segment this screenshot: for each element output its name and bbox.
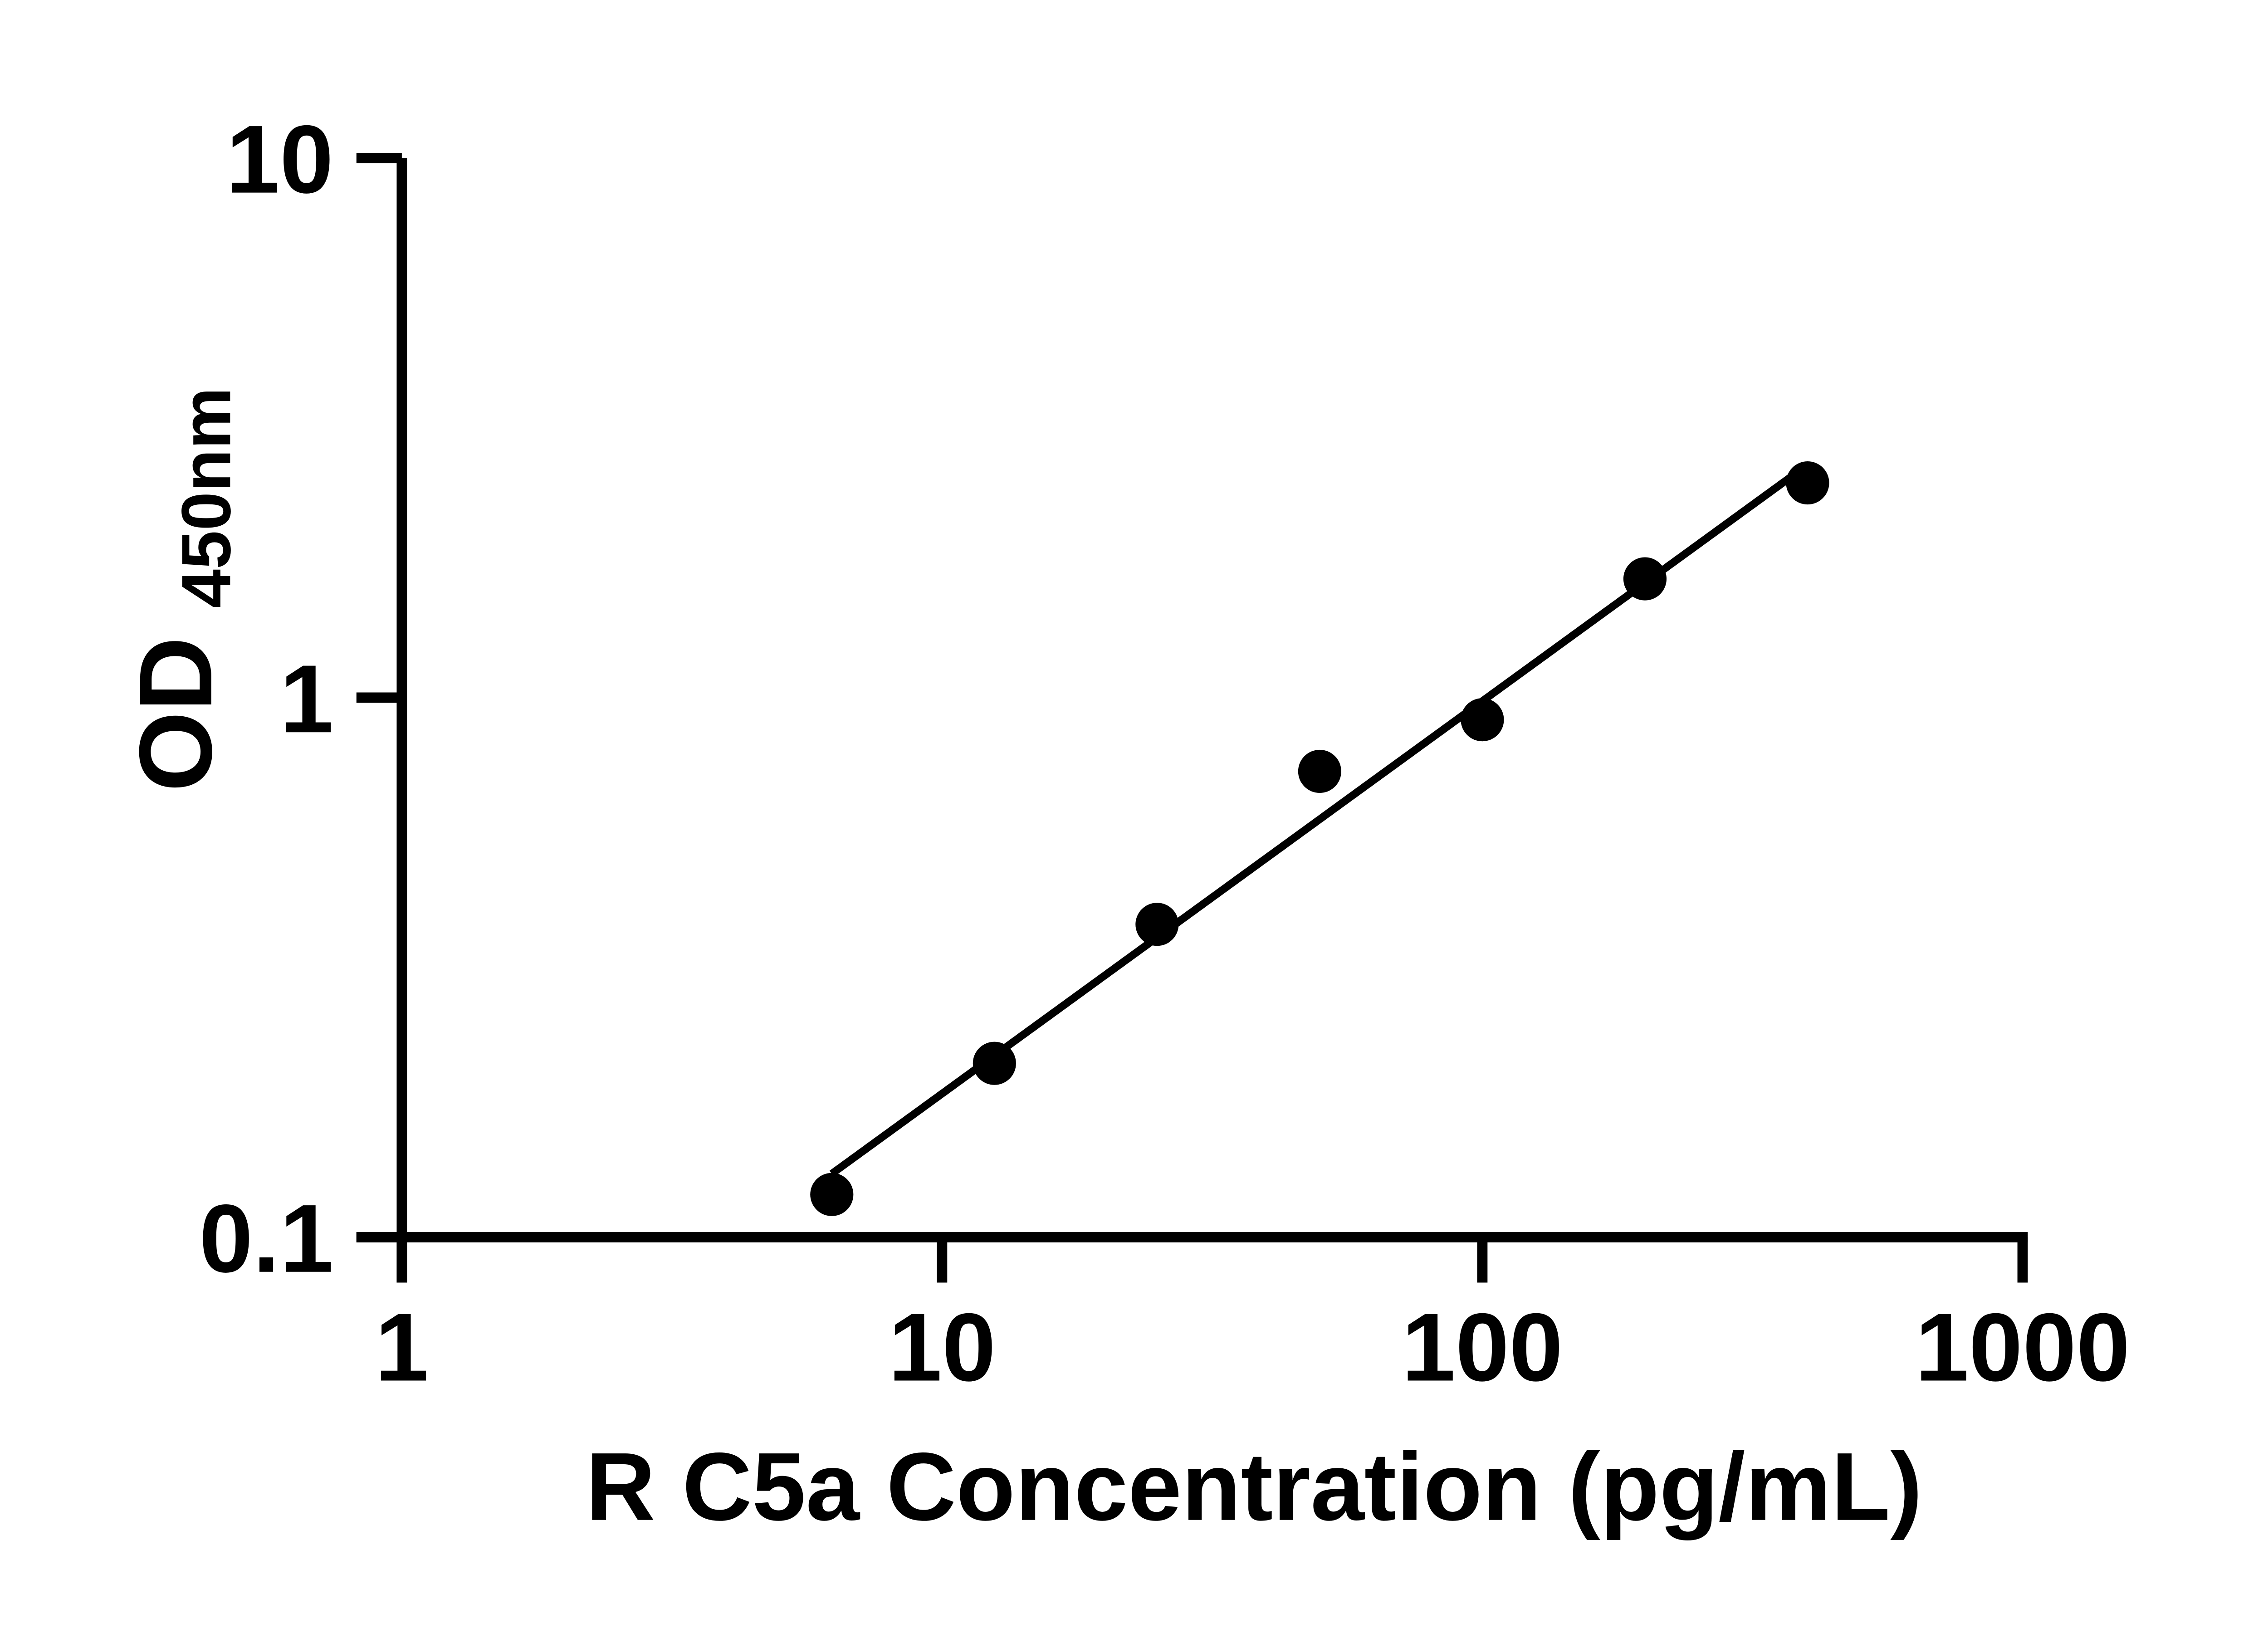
y-tick-label: 10 [226, 106, 333, 214]
y-axis-title-subscript: 450nm [167, 387, 245, 608]
y-tick-label: 1 [280, 645, 333, 753]
data-point [1135, 903, 1179, 946]
x-tick-label: 100 [1402, 1294, 1563, 1402]
y-axis-title: OD 450nm [118, 387, 245, 792]
data-point [1461, 698, 1504, 742]
data-point [810, 1173, 854, 1216]
y-axis-title-main: OD [118, 637, 234, 792]
data-point [1298, 749, 1341, 793]
x-tick-label: 10 [888, 1294, 996, 1402]
data-point [973, 1041, 1016, 1085]
y-tick-label: 0.1 [199, 1185, 333, 1293]
x-tick-label: 1000 [1915, 1294, 2130, 1402]
data-point [1623, 557, 1667, 601]
x-tick-label: 1 [375, 1294, 429, 1402]
plot-area: 10 1 0.1 1 10 100 1000 [199, 106, 2130, 1402]
x-axis-title: R C5a Concentration (pg/mL) [586, 1433, 1922, 1541]
data-point [1786, 461, 1829, 505]
